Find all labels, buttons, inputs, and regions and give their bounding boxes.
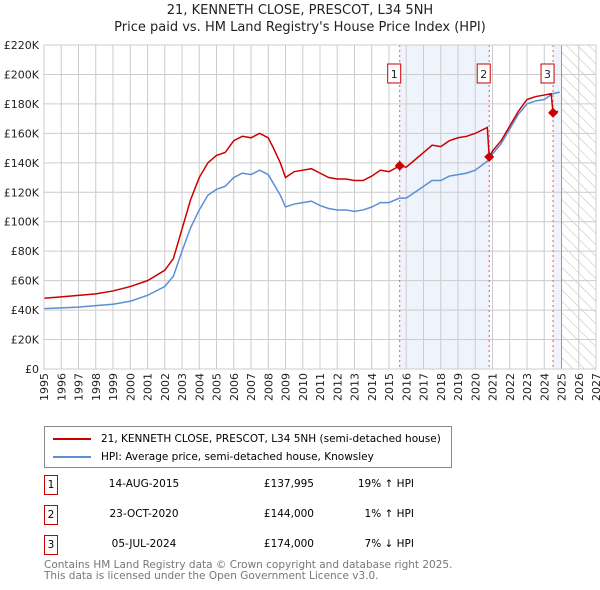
x-tick-label: 1999 [107,373,120,401]
x-tick-label: 2003 [176,373,189,401]
sale-label: 3 [544,68,551,81]
x-tick-label: 2001 [142,373,155,401]
legend-red-line [53,438,91,440]
y-tick-label: £220K [4,39,40,52]
x-tick-label: 2013 [349,373,362,401]
sale-date: 14-AUG-2015 [108,478,180,490]
x-tick-label: 2008 [262,373,275,401]
x-tick-label: 2009 [280,373,293,401]
x-tick-label: 2006 [228,373,241,401]
sale-price: £174,000 [263,538,314,550]
x-tick-label: 1996 [55,373,68,401]
x-tick-label: 2023 [521,373,534,401]
sale-hpi-diff: 7% ↓ HPI [364,538,414,550]
x-tick-label: 2022 [504,373,517,401]
x-tick-label: 2026 [573,373,586,401]
x-tick-label: 2019 [452,373,465,401]
y-tick-label: £100K [4,216,40,229]
y-tick-label: £180K [4,98,40,111]
sale-date: 23-OCT-2020 [109,508,179,520]
chart-title: 21, KENNETH CLOSE, PRESCOT, L34 5NH [166,3,434,18]
sale-price: £144,000 [263,508,314,520]
legend: 21, KENNETH CLOSE, PRESCOT, L34 5NH (sem… [44,426,452,468]
x-tick-label: 2020 [469,373,482,401]
x-tick-label: 2027 [590,373,600,401]
sale-point [484,151,495,162]
legend-blue-line [53,456,91,458]
sale-label-box [387,63,402,84]
y-tick-label: £140K [4,157,40,170]
sale-point [548,107,559,118]
sale-row: 3 05-JUL-2024 £174,000 7% ↓ HPI [44,535,414,555]
sale-label: 1 [391,68,398,81]
x-tick-label: 2025 [556,373,569,401]
x-tick-label: 2012 [331,373,344,401]
footer-line-2: This data is licensed under the Open Gov… [44,570,379,582]
plot-border [43,44,597,370]
x-tick-label: 2014 [366,373,379,401]
sale-point [394,160,405,171]
plot-area: 1995 1996 1997 1998 1999 2000 2001 2002 2003 2004… [4,39,600,401]
footer-line-1: Contains HM Land Registry data © Crown c… [44,559,453,571]
sale-hpi-diff: 1% ↑ HPI [364,508,414,520]
x-tick-label: 2011 [314,373,327,401]
y-tick-label: £60K [11,275,40,288]
footer: Contains HM Land Registry data © Crown c… [44,560,452,582]
sale-label: 2 [480,68,487,81]
legend-label-hpi: HPI: Average price, semi-detached house,… [101,451,374,463]
y-tick-label: £120K [4,186,40,199]
x-tick-label: 1997 [73,373,86,401]
y-tick-label: £160K [4,127,40,140]
shaded-period [553,45,562,369]
shaded-period [399,45,490,369]
x-tick-label: 2018 [435,373,448,401]
y-tick-label: £0 [25,363,39,376]
sale-marker-label: 1 [44,475,58,495]
sale-row: 1 14-AUG-2015 £137,995 19% ↑ HPI [44,475,414,495]
y-tick-label: £80K [11,245,40,258]
x-tick-label: 2002 [159,373,172,401]
y-tick-label: £200K [4,68,40,81]
x-tick-label: 2005 [211,373,224,401]
sale-hpi-diff: 19% ↑ HPI [357,478,414,490]
sale-label-box [476,63,491,84]
y-tick-label: £20K [11,334,40,347]
sale-date: 05-JUL-2024 [111,538,177,550]
property-price-line [43,92,559,300]
x-tick-label: 2017 [418,373,431,401]
x-tick-label: 2021 [487,373,500,401]
x-tick-label: 2000 [124,373,137,401]
x-tick-label: 2004 [193,373,206,401]
x-tick-label: 1998 [90,373,103,401]
y-tick-label: £40K [11,304,40,317]
sale-label-box [540,63,555,84]
legend-label-property: 21, KENNETH CLOSE, PRESCOT, L34 5NH (sem… [101,433,441,445]
x-tick-label: 2007 [245,373,258,401]
sale-marker-label: 2 [44,505,58,525]
x-tick-label: 1995 [38,373,51,401]
sale-price: £137,995 [263,478,314,490]
chart-subtitle: Price paid vs. HM Land Registry's House … [114,20,486,35]
x-tick-label: 2016 [400,373,413,401]
x-tick-label: 2024 [538,373,551,401]
sale-row: 2 23-OCT-2020 £144,000 1% ↑ HPI [44,505,414,525]
x-tick-label: 2010 [297,373,310,401]
sale-marker-label: 3 [44,535,58,555]
x-tick-label: 2015 [383,373,396,401]
